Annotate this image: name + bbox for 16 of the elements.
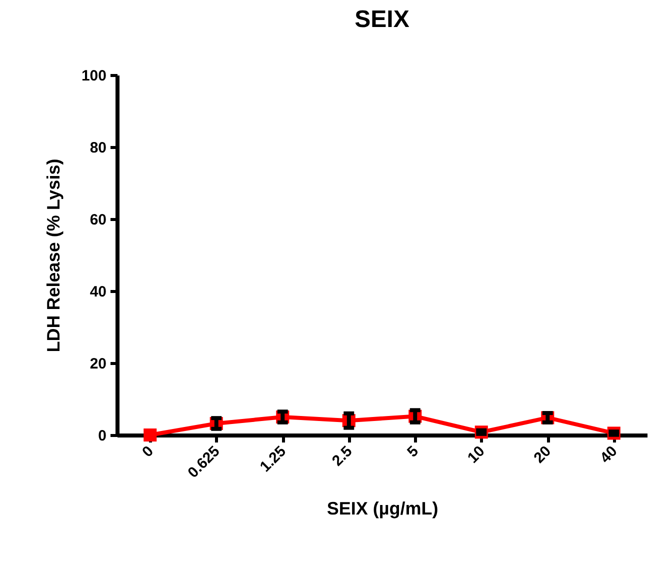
- x-tick-label: 2.5: [328, 442, 356, 470]
- x-tick-label: 5: [404, 442, 422, 461]
- x-tick-label: 10: [464, 442, 488, 467]
- y-axis-title: LDH Release (% Lysis): [43, 158, 64, 352]
- y-tick-label: 60: [90, 212, 106, 228]
- x-tick-label: 40: [596, 442, 621, 467]
- chart-title: SEIX: [354, 6, 410, 33]
- x-tick-label: 20: [530, 442, 554, 467]
- y-tick-label: 80: [90, 140, 106, 156]
- y-tick-label: 20: [90, 356, 106, 372]
- y-tick-label: 0: [98, 428, 106, 444]
- y-tick-label: 40: [90, 284, 106, 300]
- x-tick-label: 0: [139, 442, 157, 461]
- point: [144, 428, 157, 442]
- y-tick-label: 100: [81, 68, 106, 84]
- x-axis-title: SEIX (µg/mL): [326, 498, 438, 519]
